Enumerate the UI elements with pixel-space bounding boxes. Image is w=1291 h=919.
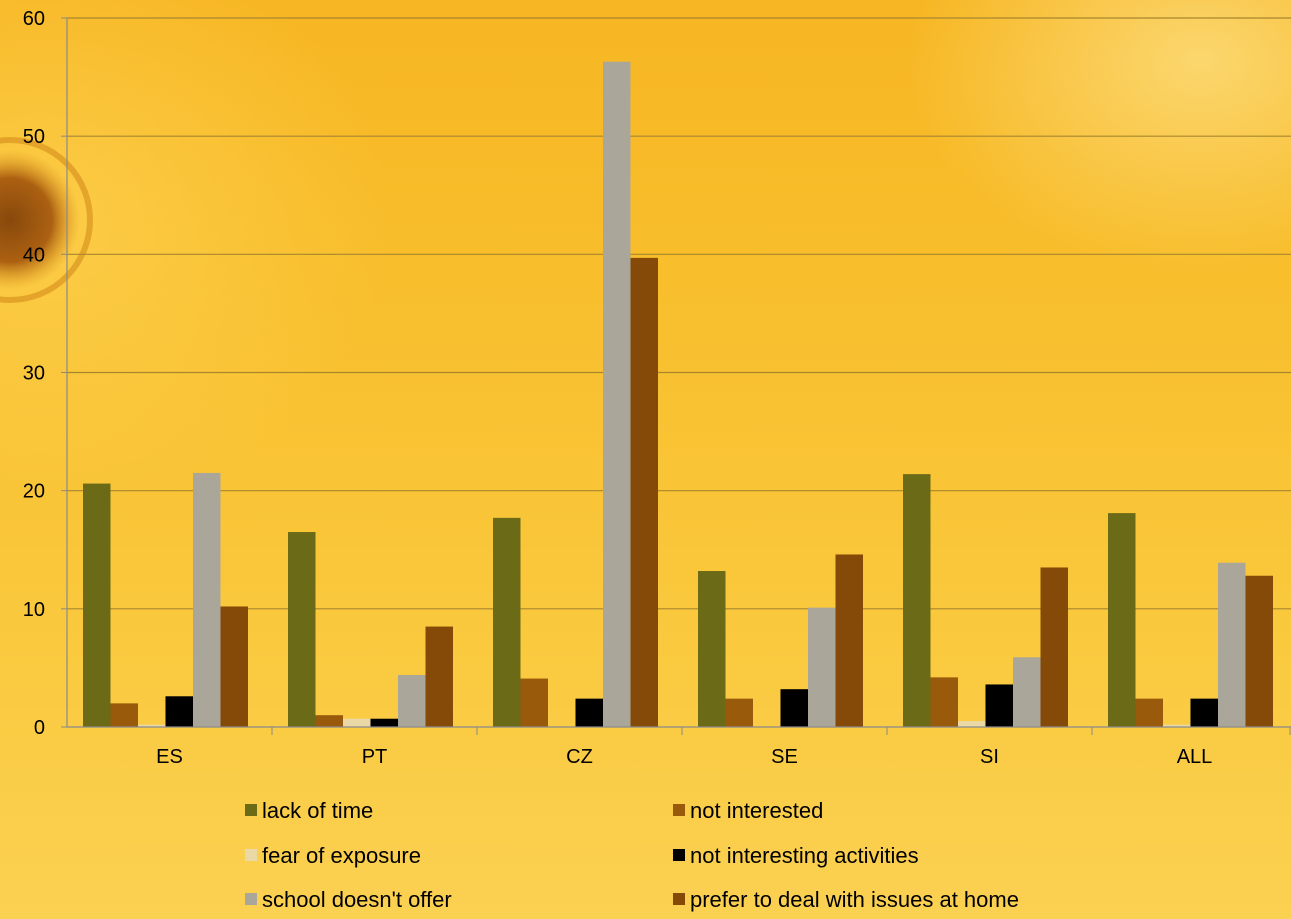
bar-lack-of-time-all (1108, 513, 1136, 727)
bar-not-interesting-activities-pt (370, 718, 398, 727)
axes: 0 10 20 30 40 50 60 ES PT CZ SE SI ALL (23, 8, 1291, 768)
bar-not-interesting-activities-es (165, 696, 193, 727)
bar-fear-of-exposure-si (958, 721, 986, 727)
bar-lack-of-time-si (903, 474, 931, 727)
bar-not-interested-es (110, 703, 138, 727)
bar-school-doesn-t-offer-all (1218, 562, 1246, 727)
bar-lack-of-time-cz (493, 517, 521, 727)
legend-swatch (673, 804, 685, 816)
bar-not-interesting-activities-se (780, 689, 808, 727)
x-tick-label: SI (980, 746, 999, 768)
bars (83, 61, 1273, 727)
legend-swatch (245, 849, 257, 861)
bar-not-interested-all (1135, 698, 1163, 727)
x-tick-label: ALL (1177, 746, 1213, 768)
y-tick-label: 50 (23, 126, 45, 148)
bar-prefer-to-deal-with-issues-at-home-cz (630, 257, 658, 727)
y-tick-label: 0 (34, 717, 45, 739)
legend-swatch (245, 893, 257, 905)
bar-not-interested-si (930, 677, 958, 727)
y-tick-label: 40 (23, 244, 45, 266)
bar-prefer-to-deal-with-issues-at-home-pt (425, 626, 453, 727)
bar-prefer-to-deal-with-issues-at-home-si (1040, 567, 1068, 727)
legend-swatch (245, 804, 257, 816)
bar-school-doesn-t-offer-es (193, 472, 221, 727)
legend: lack of time not interested fear of exposu… (245, 798, 1019, 912)
bar-lack-of-time-es (83, 483, 111, 727)
bar-school-doesn-t-offer-se (808, 607, 836, 727)
bar-fear-of-exposure-es (138, 724, 166, 727)
bar-not-interesting-activities-all (1190, 698, 1218, 727)
y-tick-label: 10 (23, 599, 45, 621)
bar-fear-of-exposure-pt (343, 718, 371, 727)
legend-label: prefer to deal with issues at home (690, 887, 1019, 912)
x-tick-label: SE (771, 746, 798, 768)
bar-not-interested-pt (315, 715, 343, 727)
x-tick-label: PT (362, 746, 388, 768)
bar-not-interesting-activities-si (985, 684, 1013, 727)
bar-lack-of-time-se (698, 571, 726, 727)
bar-not-interesting-activities-cz (575, 698, 603, 727)
y-tick-label: 30 (23, 363, 45, 385)
bar-school-doesn-t-offer-si (1013, 657, 1041, 727)
bar-school-doesn-t-offer-pt (398, 675, 426, 727)
x-tick-label: ES (156, 746, 183, 768)
bar-not-interested-se (725, 698, 753, 727)
legend-label: not interesting activities (690, 843, 919, 868)
legend-swatch (673, 893, 685, 905)
bar-prefer-to-deal-with-issues-at-home-es (220, 606, 248, 727)
bar-not-interested-cz (520, 678, 548, 727)
y-tick-label: 60 (23, 8, 45, 30)
bar-school-doesn-t-offer-cz (603, 61, 631, 727)
legend-label: not interested (690, 798, 823, 823)
legend-swatch (673, 849, 685, 861)
y-tick-label: 20 (23, 481, 45, 503)
bar-prefer-to-deal-with-issues-at-home-se (835, 554, 863, 727)
gridlines (67, 17, 1291, 610)
bar-lack-of-time-pt (288, 532, 316, 727)
legend-label: lack of time (262, 798, 373, 823)
bar-fear-of-exposure-all (1163, 724, 1191, 727)
x-tick-label: CZ (566, 746, 593, 768)
bar-prefer-to-deal-with-issues-at-home-all (1245, 575, 1273, 727)
legend-label: fear of exposure (262, 843, 421, 868)
legend-label: school doesn't offer (262, 887, 452, 912)
